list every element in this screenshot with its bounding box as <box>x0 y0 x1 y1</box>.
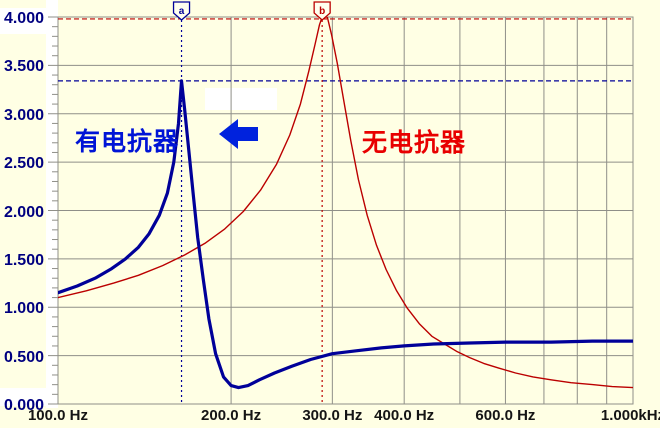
white-patch <box>205 88 277 110</box>
x-tick-label: 400.0 Hz <box>374 407 435 424</box>
y-tick-label: 2.000 <box>3 203 44 221</box>
axis-gutter <box>46 0 58 408</box>
x-tick-label: 1.000kHz <box>600 407 660 424</box>
cursor-flag-b[interactable] <box>313 1 331 21</box>
y-tick-label: 4.000 <box>3 10 44 27</box>
curve-有电抗器 <box>58 79 633 390</box>
y-tick-label: 3.500 <box>3 58 44 76</box>
curve-无电抗器 <box>58 17 633 389</box>
x-tick-label: 200.0 Hz <box>201 407 262 424</box>
cursor-flag-label-a: a <box>179 6 185 17</box>
y-tick-label: 1.500 <box>3 251 44 269</box>
y-tick-label: 2.500 <box>3 155 44 173</box>
label-without-reactor: 无电抗器 <box>362 129 467 157</box>
y-tick-label: 1.000 <box>3 300 44 318</box>
y-tick-label: 3.000 <box>3 106 44 124</box>
bottom-label-patch <box>0 388 46 406</box>
x-tick-label: 600.0 Hz <box>475 407 536 424</box>
x-tick-label: 100.0 Hz <box>27 407 89 424</box>
top-label-patch <box>0 8 46 34</box>
cursor-flag-label-b: b <box>319 6 325 17</box>
y-tick-label: 0.000 <box>3 397 44 414</box>
plot-border <box>57 16 634 405</box>
left-arrow-icon <box>219 119 258 149</box>
x-tick-label: 300.0 Hz <box>302 407 363 424</box>
label-with-reactor: 有电抗器 <box>75 128 180 156</box>
y-tick-label: 0.500 <box>3 348 44 366</box>
cursor-flag-a[interactable] <box>172 1 191 21</box>
